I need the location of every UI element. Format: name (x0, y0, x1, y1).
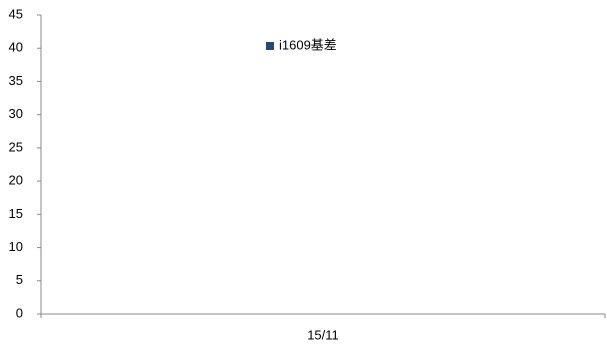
y-tick-label: 15 (9, 206, 23, 221)
y-tick-label: 20 (9, 173, 23, 188)
y-tick-label: 5 (16, 272, 23, 287)
y-tick-label: 45 (9, 6, 23, 21)
y-tick-label: 25 (9, 139, 23, 154)
y-tick-label: 40 (9, 40, 23, 55)
y-tick-label: 35 (9, 73, 23, 88)
legend-swatch (266, 42, 274, 50)
x-tick-label: 15/11 (307, 327, 339, 342)
legend-label: i1609基差 (279, 37, 337, 52)
y-tick-label: 30 (9, 106, 23, 121)
y-tick-label: 0 (16, 305, 23, 320)
y-tick-label: 10 (9, 239, 23, 254)
